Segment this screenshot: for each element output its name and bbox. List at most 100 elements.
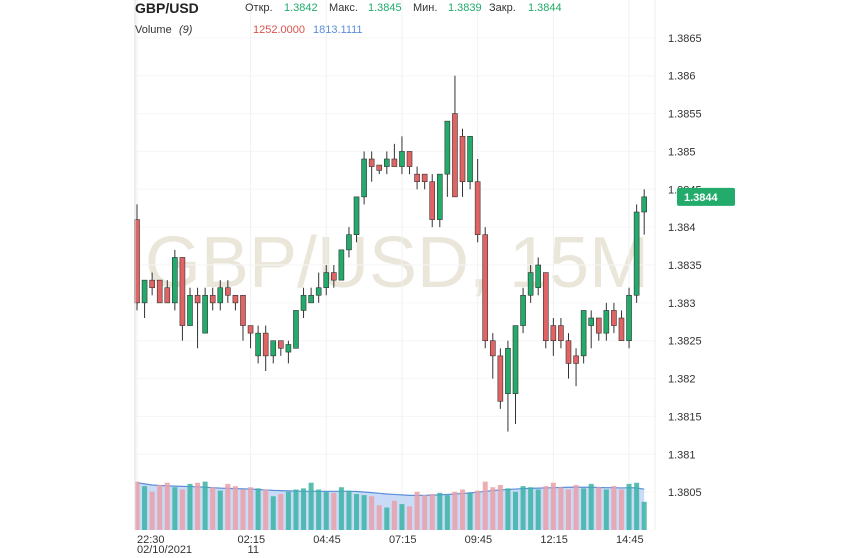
candle-body: [505, 347, 511, 395]
x-tick-label: 14:45: [616, 534, 644, 546]
candle-body: [172, 257, 178, 304]
volume-bar: [323, 491, 329, 530]
candle-body: [141, 279, 148, 304]
volume-bar: [520, 486, 526, 530]
candle-body: [467, 135, 473, 183]
y-tick-label: 1.385: [668, 146, 696, 158]
candle-body: [209, 294, 216, 304]
candle-body: [459, 135, 466, 183]
close-label: Закр.: [489, 2, 516, 14]
y-tick-label: 1.386: [668, 71, 696, 83]
volume-bar: [316, 489, 322, 530]
volume-bar: [248, 487, 254, 530]
y-tick-label: 1.384: [668, 222, 696, 234]
volume-bar: [437, 492, 443, 530]
y-tick-label: 1.3835: [668, 260, 702, 272]
volume-bar: [255, 488, 261, 530]
volume-bar: [513, 491, 518, 530]
y-tick-label: 1.3815: [668, 411, 702, 423]
volume-bar: [301, 488, 307, 530]
volume-bar: [452, 491, 458, 530]
symbol-title: GBP/USD: [135, 0, 199, 16]
candle-body: [368, 158, 375, 167]
volume-bar: [149, 491, 155, 530]
candle-body: [633, 211, 640, 296]
open-label: Откр.: [245, 2, 273, 14]
volume-bar: [164, 482, 170, 530]
volume-bar: [611, 486, 617, 530]
volume-bar: [558, 487, 564, 530]
candle-body: [452, 113, 458, 198]
candle-body: [179, 257, 186, 326]
candle-body: [187, 294, 193, 326]
x-tick-label: 07:15: [389, 534, 417, 546]
candle-body: [512, 325, 519, 395]
volume-bar: [444, 495, 450, 530]
candle-body: [262, 332, 269, 357]
candle-body: [618, 317, 625, 342]
y-tick-label: 1.382: [668, 374, 696, 386]
candle-body: [406, 151, 413, 167]
candle-body: [323, 272, 330, 289]
volume-bar: [460, 489, 466, 530]
candle-body: [293, 310, 299, 349]
volume-bar: [202, 481, 208, 530]
candle-body: [300, 294, 307, 311]
volume-bar: [331, 492, 337, 530]
candle-body: [489, 340, 496, 357]
open-value: 1.3842: [284, 2, 318, 14]
x-tick-label: 12:15: [540, 534, 568, 546]
candle-body: [376, 164, 383, 171]
candle-body: [474, 181, 481, 236]
volume-pane: [134, 481, 647, 530]
volume-bar: [550, 482, 556, 530]
candle-body: [421, 173, 428, 183]
volume-bar: [407, 506, 413, 530]
volume-bar: [573, 485, 579, 530]
y-tick-label: 1.3865: [668, 33, 702, 45]
grid: [135, 0, 655, 530]
candle-body: [520, 294, 526, 326]
volume-period: (9): [179, 24, 193, 36]
volume-bar: [354, 494, 360, 530]
low-label: Мин.: [413, 2, 437, 14]
high-label: Макс.: [329, 2, 358, 14]
candle-body: [384, 158, 390, 167]
candle-body: [240, 294, 246, 326]
volume-bar: [338, 487, 344, 530]
candle-body: [315, 287, 322, 296]
volume-bar: [157, 485, 163, 530]
candle-body: [573, 355, 579, 364]
volume-bar: [225, 483, 231, 530]
volume-bar: [535, 489, 541, 530]
candle-body: [414, 173, 420, 183]
volume-bar: [369, 496, 375, 530]
x-tick-label: 22:30: [137, 534, 165, 546]
volume-bar: [270, 496, 276, 530]
y-tick-label: 1.381: [668, 449, 696, 461]
x-tick-label: 04:45: [313, 534, 341, 546]
volume-bar: [543, 486, 549, 530]
y-tick-label: 1.383: [668, 298, 696, 310]
candle-body: [565, 340, 572, 364]
volume-bar: [217, 490, 223, 530]
candle-body: [603, 310, 610, 334]
volume-bar: [232, 486, 238, 530]
volume-bar: [210, 487, 216, 530]
volume-bar: [376, 505, 382, 530]
candle-body: [497, 355, 504, 402]
y-tick-label: 1.3825: [668, 336, 702, 348]
volume-bar: [422, 495, 428, 530]
volume-bar: [528, 487, 534, 530]
y-tick-label: 1.3805: [668, 487, 702, 499]
volume-bar: [475, 490, 481, 530]
volume-bar: [391, 500, 397, 530]
volume-bar: [467, 492, 473, 530]
volume-bar: [588, 483, 594, 530]
y-tick-label: 1.3855: [668, 109, 702, 121]
volume-bar: [634, 482, 640, 530]
candle-body: [156, 279, 163, 304]
volume-bar: [384, 507, 390, 530]
candle-body: [436, 173, 443, 220]
